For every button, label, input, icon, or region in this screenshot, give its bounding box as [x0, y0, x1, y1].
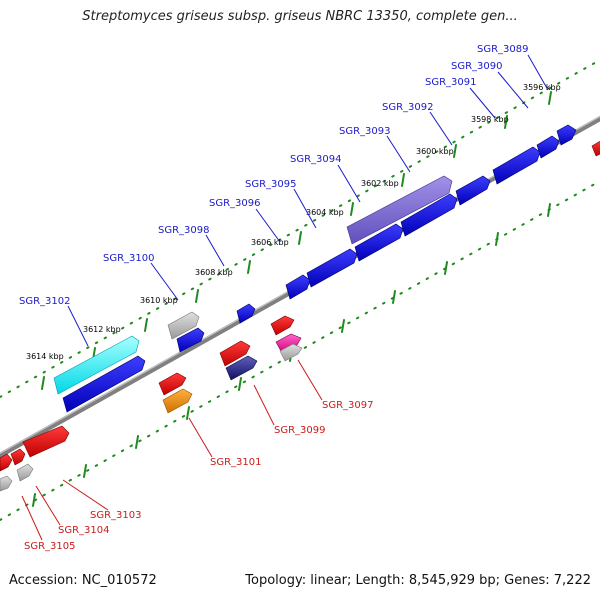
- forward-leader-lines: [67, 54, 549, 347]
- gene-feature-sgr-3090[interactable]: [536, 135, 560, 159]
- kbp-label-3600: 3600 kbp: [416, 147, 454, 156]
- gene-feature-sgr-3104[interactable]: [10, 448, 26, 466]
- gene-label-sgr-3105[interactable]: SGR_3105: [24, 541, 76, 552]
- gene-label-sgr-3092[interactable]: SGR_3092: [382, 102, 434, 113]
- forward-gene-labels: SGR_3089 SGR_3090 SGR_3091 SGR_3092 SGR_…: [19, 44, 529, 307]
- gene-feature-sgr-3102[interactable]: [62, 355, 146, 413]
- gene-feature-sgr-3101[interactable]: [158, 372, 187, 396]
- gene-feature-sgr-3096[interactable]: [285, 274, 311, 300]
- gene-label-sgr-3095[interactable]: SGR_3095: [245, 179, 297, 190]
- forward-gene-features: [62, 124, 577, 413]
- gene-label-sgr-3089[interactable]: SGR_3089: [477, 44, 529, 55]
- gene-label-sgr-3094[interactable]: SGR_3094: [290, 154, 342, 165]
- topology-summary: Topology: linear; Length: 8,545,929 bp; …: [245, 573, 591, 588]
- cyan-feature[interactable]: [53, 335, 140, 395]
- gene-feature-sgr-3094[interactable]: [354, 223, 404, 262]
- map-title: Streptomyces griseus subsp. griseus NBRC…: [82, 9, 518, 24]
- orange-feature[interactable]: [162, 388, 193, 414]
- reverse-gene-labels: SGR_3097 SGR_3099 SGR_3101 SGR_3103 SGR_…: [24, 400, 374, 552]
- red-feature-right-edge[interactable]: [591, 140, 600, 157]
- gene-feature-sgr-3091[interactable]: [492, 146, 541, 185]
- gene-label-sgr-3091[interactable]: SGR_3091: [425, 77, 477, 88]
- gene-feature-sgr-3095[interactable]: [306, 248, 358, 288]
- kbp-label-3612: 3612 kbp: [83, 325, 121, 334]
- gene-label-sgr-3100[interactable]: SGR_3100: [103, 253, 155, 264]
- gene-label-sgr-3098[interactable]: SGR_3098: [158, 225, 210, 236]
- kbp-label-3608: 3608 kbp: [195, 268, 233, 277]
- gene-label-sgr-3101[interactable]: SGR_3101: [210, 457, 262, 468]
- gene-feature-sgr-3097[interactable]: [270, 315, 295, 336]
- gene-feature-sgr-3105[interactable]: [0, 453, 13, 472]
- kbp-label-3606: 3606 kbp: [251, 238, 289, 247]
- gene-label-sgr-3102[interactable]: SGR_3102: [19, 296, 71, 307]
- kbp-label-3604: 3604 kbp: [306, 208, 344, 217]
- gene-label-sgr-3104[interactable]: SGR_3104: [58, 525, 110, 536]
- gene-feature-sgr-3093[interactable]: [400, 193, 458, 237]
- kbp-labels: 3596 kbp 3598 kbp 3600 kbp 3602 kbp 3604…: [26, 83, 561, 361]
- gene-label-sgr-3093[interactable]: SGR_3093: [339, 126, 391, 137]
- reverse-leader-lines: [21, 359, 323, 541]
- gene-label-sgr-3090[interactable]: SGR_3090: [451, 61, 503, 72]
- gene-feature-sgr-3092[interactable]: [455, 175, 491, 206]
- kbp-label-3596: 3596 kbp: [523, 83, 561, 92]
- kbp-label-3602: 3602 kbp: [361, 179, 399, 188]
- gray-feature-reverse-b[interactable]: [16, 463, 34, 482]
- kbp-label-3610: 3610 kbp: [140, 296, 178, 305]
- kbp-label-3614: 3614 kbp: [26, 352, 64, 361]
- gene-label-sgr-3103[interactable]: SGR_3103: [90, 510, 142, 521]
- accession-info: Accession: NC_010572: [9, 573, 157, 588]
- gray-feature-reverse-a[interactable]: [279, 343, 303, 362]
- gene-label-sgr-3097[interactable]: SGR_3097: [322, 400, 374, 411]
- gene-feature-sgr-3098[interactable]: [236, 303, 256, 324]
- gene-label-sgr-3099[interactable]: SGR_3099: [274, 425, 326, 436]
- gray-feature-forward[interactable]: [167, 311, 200, 340]
- gene-feature-sgr-3103[interactable]: [22, 425, 70, 458]
- gene-feature-sgr-3089[interactable]: [556, 124, 577, 146]
- gray-feature-reverse-c[interactable]: [0, 475, 13, 492]
- forward-tick-track: [0, 59, 600, 398]
- navy-feature[interactable]: [225, 355, 258, 381]
- purple-feature[interactable]: [346, 175, 453, 245]
- reverse-gene-features: [0, 140, 600, 492]
- gene-label-sgr-3096[interactable]: SGR_3096: [209, 198, 261, 209]
- gene-feature-sgr-3099[interactable]: [219, 340, 251, 367]
- forward-outer-features: [53, 175, 453, 395]
- kbp-label-3598: 3598 kbp: [471, 115, 509, 124]
- gene-feature-sgr-3100[interactable]: [176, 327, 205, 353]
